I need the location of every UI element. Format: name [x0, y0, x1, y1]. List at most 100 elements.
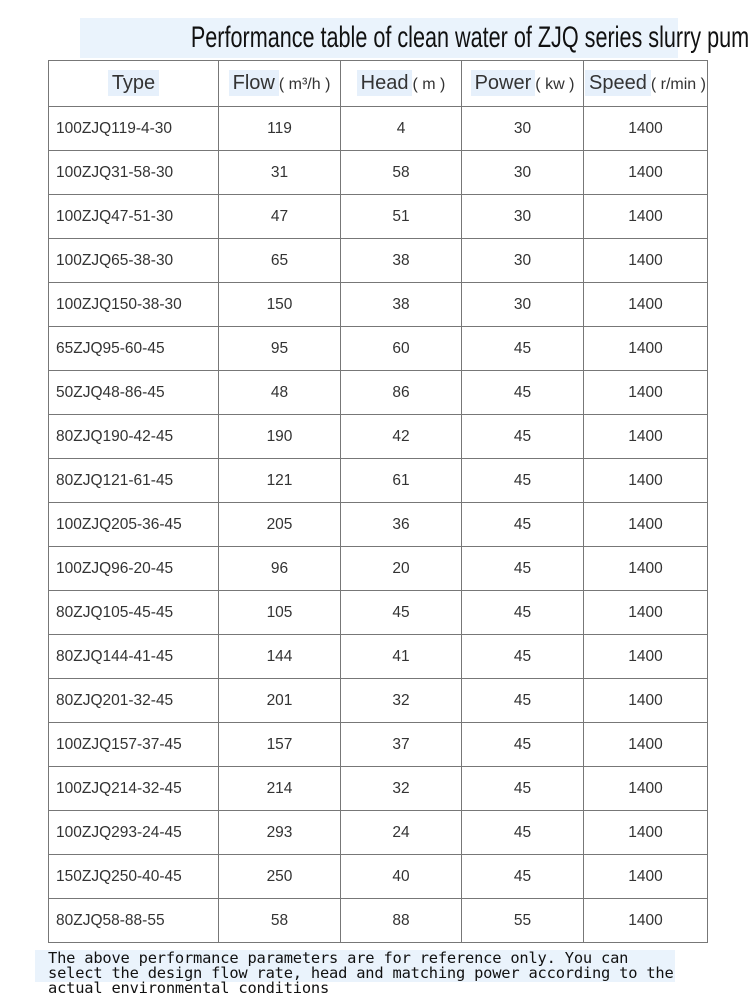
table-row: 80ZJQ121-61-45 121 61 45 1400 [48, 458, 708, 503]
cell-type: 100ZJQ96-20-45 [48, 546, 219, 591]
cell-power: 30 [461, 194, 584, 239]
cell-type: 100ZJQ119-4-30 [48, 106, 219, 151]
cell-power: 45 [461, 810, 584, 855]
cell-speed: 1400 [583, 370, 708, 415]
table-row: 100ZJQ31-58-30 31 58 30 1400 [48, 150, 708, 195]
page-title: Performance table of clean water of ZJQ … [80, 16, 750, 60]
cell-flow: 144 [218, 634, 341, 679]
cell-speed: 1400 [583, 150, 708, 195]
cell-head: 88 [340, 898, 462, 943]
cell-flow: 95 [218, 326, 341, 371]
cell-head: 38 [340, 282, 462, 327]
cell-power: 45 [461, 370, 584, 415]
cell-type: 80ZJQ190-42-45 [48, 414, 219, 459]
cell-flow: 205 [218, 502, 341, 547]
table-row: 100ZJQ150-38-30 150 38 30 1400 [48, 282, 708, 327]
column-header-head: Head( m ) [340, 60, 462, 107]
reference-note: The above performance parameters are for… [48, 949, 708, 997]
cell-type: 100ZJQ293-24-45 [48, 810, 219, 855]
cell-head: 4 [340, 106, 462, 151]
table-row: 80ZJQ105-45-45 105 45 45 1400 [48, 590, 708, 635]
table-header-row: Type Flow( m³/h ) Head( m ) Power( kw ) Spee… [48, 60, 708, 107]
note-line: select the design flow rate, head and ma… [48, 964, 674, 982]
table-row: 100ZJQ65-38-30 65 38 30 1400 [48, 238, 708, 283]
table-row: 80ZJQ201-32-45 201 32 45 1400 [48, 678, 708, 723]
table-body: 100ZJQ119-4-30 119 4 30 1400 100ZJQ31-58-30 31… [48, 106, 708, 943]
cell-head: 32 [340, 766, 462, 811]
cell-power: 30 [461, 238, 584, 283]
cell-type: 80ZJQ144-41-45 [48, 634, 219, 679]
cell-speed: 1400 [583, 194, 708, 239]
table-row: 65ZJQ95-60-45 95 60 45 1400 [48, 326, 708, 371]
column-header-speed: Speed( r/min ) [583, 60, 708, 107]
table-row: 100ZJQ293-24-45 293 24 45 1400 [48, 810, 708, 855]
cell-type: 100ZJQ157-37-45 [48, 722, 219, 767]
table-row: 100ZJQ157-37-45 157 37 45 1400 [48, 722, 708, 767]
column-header-type: Type [48, 60, 219, 107]
cell-power: 45 [461, 854, 584, 899]
table-row: 80ZJQ190-42-45 190 42 45 1400 [48, 414, 708, 459]
table-row: 50ZJQ48-86-45 48 86 45 1400 [48, 370, 708, 415]
table-row: 80ZJQ58-88-55 58 88 55 1400 [48, 898, 708, 943]
cell-head: 38 [340, 238, 462, 283]
cell-power: 45 [461, 414, 584, 459]
cell-speed: 1400 [583, 898, 708, 943]
cell-speed: 1400 [583, 854, 708, 899]
cell-power: 45 [461, 546, 584, 591]
cell-type: 100ZJQ205-36-45 [48, 502, 219, 547]
cell-power: 45 [461, 590, 584, 635]
page-title-text: Performance table of clean water of ZJQ … [190, 21, 750, 54]
cell-speed: 1400 [583, 326, 708, 371]
table-row: 100ZJQ214-32-45 214 32 45 1400 [48, 766, 708, 811]
cell-power: 45 [461, 326, 584, 371]
cell-speed: 1400 [583, 590, 708, 635]
cell-speed: 1400 [583, 282, 708, 327]
table-row: 100ZJQ96-20-45 96 20 45 1400 [48, 546, 708, 591]
cell-power: 45 [461, 502, 584, 547]
cell-speed: 1400 [583, 458, 708, 503]
cell-flow: 121 [218, 458, 341, 503]
table-row: 100ZJQ205-36-45 205 36 45 1400 [48, 502, 708, 547]
note-line: actual environmental conditions [48, 979, 330, 997]
cell-type: 80ZJQ105-45-45 [48, 590, 219, 635]
cell-head: 41 [340, 634, 462, 679]
column-header-label: Power [470, 70, 536, 96]
cell-type: 100ZJQ31-58-30 [48, 150, 219, 195]
cell-type: 65ZJQ95-60-45 [48, 326, 219, 371]
table-row: 100ZJQ47-51-30 47 51 30 1400 [48, 194, 708, 239]
column-header-flow: Flow( m³/h ) [218, 60, 341, 107]
column-header-power: Power( kw ) [461, 60, 584, 107]
note-line: The above performance parameters are for… [48, 949, 629, 967]
cell-flow: 250 [218, 854, 341, 899]
column-header-unit: ( r/min ) [650, 76, 706, 93]
column-header-unit: ( m³/h ) [278, 76, 331, 93]
cell-head: 32 [340, 678, 462, 723]
column-header-unit: ( m ) [412, 76, 446, 93]
cell-speed: 1400 [583, 414, 708, 459]
cell-flow: 105 [218, 590, 341, 635]
column-header-label: Type [107, 70, 160, 96]
cell-head: 37 [340, 722, 462, 767]
cell-flow: 65 [218, 238, 341, 283]
cell-flow: 201 [218, 678, 341, 723]
table-row: 80ZJQ144-41-45 144 41 45 1400 [48, 634, 708, 679]
table-row: 150ZJQ250-40-45 250 40 45 1400 [48, 854, 708, 899]
cell-head: 51 [340, 194, 462, 239]
cell-head: 60 [340, 326, 462, 371]
cell-type: 80ZJQ58-88-55 [48, 898, 219, 943]
cell-head: 61 [340, 458, 462, 503]
column-header-label: Speed [585, 70, 651, 96]
cell-power: 45 [461, 766, 584, 811]
cell-type: 100ZJQ47-51-30 [48, 194, 219, 239]
cell-head: 45 [340, 590, 462, 635]
cell-type: 50ZJQ48-86-45 [48, 370, 219, 415]
cell-flow: 96 [218, 546, 341, 591]
cell-type: 80ZJQ201-32-45 [48, 678, 219, 723]
column-header-label: Flow [228, 70, 279, 96]
cell-speed: 1400 [583, 238, 708, 283]
cell-speed: 1400 [583, 722, 708, 767]
cell-power: 55 [461, 898, 584, 943]
cell-flow: 58 [218, 898, 341, 943]
cell-flow: 157 [218, 722, 341, 767]
cell-type: 100ZJQ150-38-30 [48, 282, 219, 327]
